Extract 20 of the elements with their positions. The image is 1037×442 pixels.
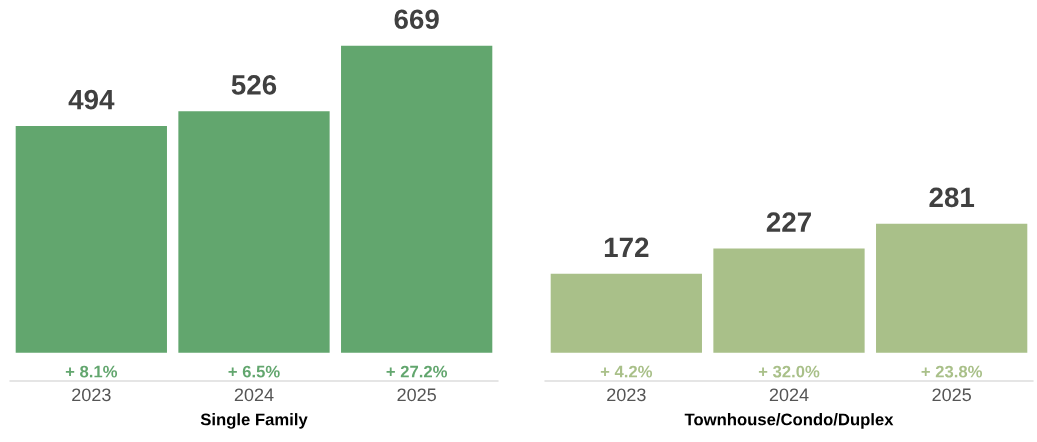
data-label: 281	[929, 187, 975, 208]
x-axis-title: Single Family	[200, 413, 308, 429]
annotation: + 23.8%	[921, 365, 983, 378]
annotation: + 8.1%	[65, 365, 118, 378]
annotation: + 32.0%	[758, 365, 820, 378]
data-label: 669	[394, 9, 439, 30]
annotation: + 6.5%	[228, 365, 280, 378]
x-tick-label: 2023	[607, 388, 646, 402]
x-axis-title: Townhouse/Condo/Duplex	[684, 413, 894, 429]
annotation: + 4.2%	[600, 365, 653, 378]
data-label: 494	[68, 89, 115, 110]
x-tick-label: 2023	[72, 388, 111, 402]
data-label: 227	[766, 212, 811, 232]
x-tick-label: 2024	[769, 388, 809, 402]
x-tick-label: 2025	[397, 388, 436, 402]
x-tick-label: 2024	[234, 388, 274, 402]
annotation: + 27.2%	[386, 365, 448, 378]
data-label: 526	[231, 75, 277, 95]
data-label: 172	[604, 237, 649, 257]
x-tick-label: 2025	[932, 388, 971, 402]
